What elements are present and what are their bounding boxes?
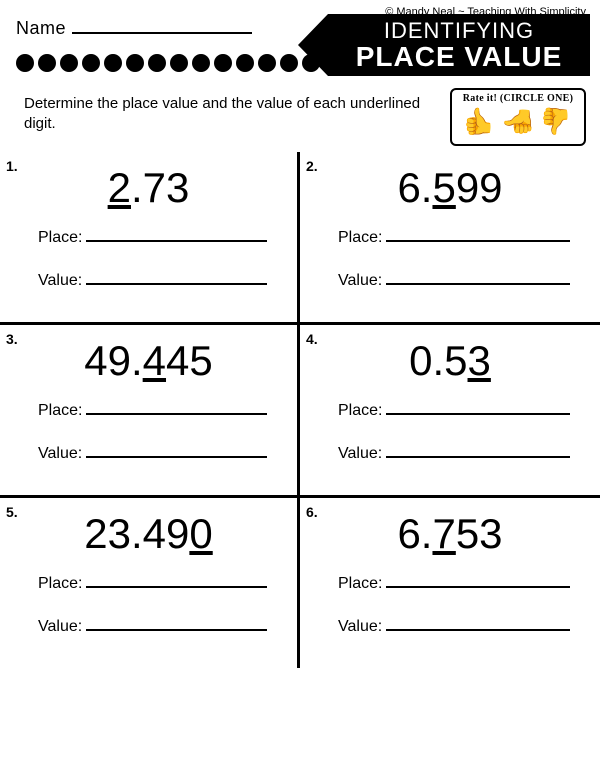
dot-icon: [60, 54, 78, 72]
dot-icon: [148, 54, 166, 72]
title-flag: IDENTIFYING PLACE VALUE: [328, 14, 590, 76]
place-label: Place:: [338, 229, 382, 247]
value-label: Value:: [338, 272, 382, 290]
title-line-2: PLACE VALUE: [356, 42, 563, 71]
name-label: Name: [16, 18, 66, 38]
place-label: Place:: [38, 229, 82, 247]
problem-number: 2.: [306, 158, 318, 174]
place-field: Place:: [10, 395, 287, 420]
instructions-text: Determine the place value and the value …: [24, 88, 440, 135]
problem-cell: 6.6.753 Place: Value:: [300, 498, 600, 668]
problem-value: 6.599: [310, 158, 590, 222]
thumbs-side-icon[interactable]: 👍: [502, 105, 533, 137]
problem-cell: 4.0.53 Place: Value:: [300, 325, 600, 495]
value-blank-line[interactable]: [86, 617, 267, 631]
place-label: Place:: [338, 402, 382, 420]
problem-value: 6.753: [310, 504, 590, 568]
dot-icon: [280, 54, 298, 72]
grid-row: 1.2.73 Place: Value: 2.6.599 Place: Value:: [0, 152, 600, 322]
sub-header: Determine the place value and the value …: [0, 86, 600, 152]
thumbs-down-icon[interactable]: 👎: [540, 106, 572, 137]
problem-number: 4.: [306, 331, 318, 347]
dot-icon: [16, 54, 34, 72]
rate-thumbs: 👍 👍 👎: [452, 104, 584, 137]
problem-number: 5.: [6, 504, 18, 520]
place-blank-line[interactable]: [86, 228, 267, 242]
grid-row: 5.23.490 Place: Value: 6.6.753 Place: Value:: [0, 495, 600, 668]
value-field: Value:: [310, 611, 590, 636]
problem-number: 6.: [306, 504, 318, 520]
dot-icon: [104, 54, 122, 72]
value-field: Value:: [310, 438, 590, 463]
value-blank-line[interactable]: [86, 444, 267, 458]
dot-icon: [236, 54, 254, 72]
decorative-dots: [16, 54, 320, 72]
rate-it-box: Rate it! (CIRCLE ONE) 👍 👍 👎: [450, 88, 586, 146]
problem-value: 23.490: [10, 504, 287, 568]
problem-value: 2.73: [10, 158, 287, 222]
place-label: Place:: [38, 575, 82, 593]
place-field: Place:: [310, 395, 590, 420]
header: Name IDENTIFYING PLACE VALUE: [0, 0, 600, 86]
problem-cell: 3.49.445 Place: Value:: [0, 325, 300, 495]
place-blank-line[interactable]: [386, 401, 570, 415]
place-blank-line[interactable]: [86, 401, 267, 415]
place-blank-line[interactable]: [386, 574, 570, 588]
value-blank-line[interactable]: [386, 444, 570, 458]
value-label: Value:: [38, 445, 82, 463]
dot-icon: [192, 54, 210, 72]
place-label: Place:: [338, 575, 382, 593]
name-field: Name: [16, 18, 252, 39]
value-label: Value:: [338, 445, 382, 463]
value-field: Value:: [10, 438, 287, 463]
place-blank-line[interactable]: [386, 228, 570, 242]
problem-cell: 2.6.599 Place: Value:: [300, 152, 600, 322]
value-blank-line[interactable]: [86, 271, 267, 285]
place-field: Place:: [310, 222, 590, 247]
problem-number: 1.: [6, 158, 18, 174]
place-field: Place:: [10, 568, 287, 593]
dot-icon: [126, 54, 144, 72]
value-blank-line[interactable]: [386, 271, 570, 285]
value-label: Value:: [38, 272, 82, 290]
value-label: Value:: [338, 618, 382, 636]
thumbs-up-icon[interactable]: 👍: [463, 106, 495, 137]
dot-icon: [170, 54, 188, 72]
problem-number: 3.: [6, 331, 18, 347]
place-blank-line[interactable]: [86, 574, 267, 588]
grid-row: 3.49.445 Place: Value: 4.0.53 Place: Value:: [0, 322, 600, 495]
title-line-1: IDENTIFYING: [384, 19, 534, 42]
value-label: Value:: [38, 618, 82, 636]
value-field: Value:: [10, 611, 287, 636]
dot-icon: [82, 54, 100, 72]
dot-icon: [38, 54, 56, 72]
problem-cell: 5.23.490 Place: Value:: [0, 498, 300, 668]
dot-icon: [214, 54, 232, 72]
problem-value: 49.445: [10, 331, 287, 395]
dot-icon: [258, 54, 276, 72]
problem-grid: 1.2.73Place:Value:2.6.599Place:Value:3.4…: [0, 152, 600, 668]
name-blank-line[interactable]: [72, 32, 252, 34]
value-blank-line[interactable]: [386, 617, 570, 631]
place-field: Place:: [310, 568, 590, 593]
place-field: Place:: [10, 222, 287, 247]
value-field: Value:: [10, 265, 287, 290]
place-label: Place:: [38, 402, 82, 420]
problem-cell: 1.2.73 Place: Value:: [0, 152, 300, 322]
problem-value: 0.53: [310, 331, 590, 395]
rate-it-title: Rate it! (CIRCLE ONE): [452, 93, 584, 104]
value-field: Value:: [310, 265, 590, 290]
